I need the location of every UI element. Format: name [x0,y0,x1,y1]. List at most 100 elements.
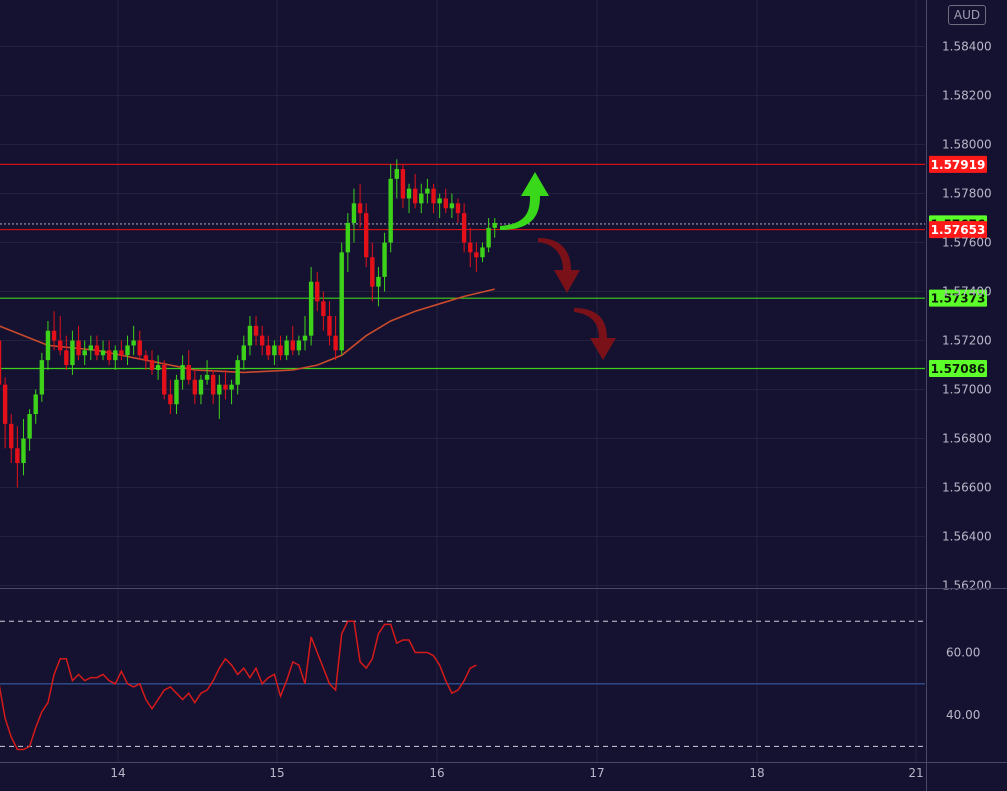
price-tag-label[interactable]: 1.57373 [931,292,986,306]
candle-bullish[interactable] [284,335,289,361]
candle-bullish[interactable] [339,242,344,356]
candle-bearish[interactable] [474,242,479,272]
candle-bearish[interactable] [162,360,167,400]
candle-bearish[interactable] [58,316,63,356]
candle-bullish[interactable] [308,267,314,346]
candle-bullish[interactable] [302,316,308,351]
candle-bearish[interactable] [431,183,436,214]
candle-bullish[interactable] [419,183,424,214]
candle-bearish[interactable] [0,336,2,390]
candle-bearish[interactable] [149,350,155,375]
candle-bearish[interactable] [357,183,363,228]
candle-bullish[interactable] [235,355,240,395]
candle-bullish[interactable] [70,330,75,375]
candle-bullish[interactable] [174,374,179,415]
candle-bearish[interactable] [455,198,461,223]
candle-bearish[interactable] [51,311,57,351]
candle-bullish[interactable] [39,352,45,402]
candle-bearish[interactable] [370,242,375,302]
candle-bearish[interactable] [400,164,406,209]
candle-bullish[interactable] [27,409,32,451]
candle-bearish[interactable] [321,291,326,331]
candle-bearish[interactable] [327,301,332,346]
candle-bullish[interactable] [180,355,185,390]
price-tag[interactable] [929,221,987,239]
candle-bearish[interactable] [186,350,191,385]
candle-bullish[interactable] [241,335,246,370]
candle-bearish[interactable] [290,325,295,356]
candle-bearish[interactable] [211,369,216,405]
candle-bullish[interactable] [272,340,277,366]
candle-bearish[interactable] [223,369,228,400]
candle-bearish[interactable] [64,335,69,370]
candles[interactable] [0,159,497,488]
candle-bullish[interactable] [296,335,302,356]
candle-bearish[interactable] [94,335,100,361]
arrow-down-icon [538,238,580,293]
candle-bullish[interactable] [229,379,234,405]
candle-bullish[interactable] [82,340,87,366]
candle-bullish[interactable] [21,418,26,476]
candle-bearish[interactable] [315,271,320,312]
candle-bearish[interactable] [468,227,473,268]
candle-bearish[interactable] [364,203,369,268]
price-tag[interactable] [929,359,987,377]
candle-bullish[interactable] [198,374,204,405]
candle-bearish[interactable] [192,369,198,405]
candle-bullish[interactable] [345,213,351,272]
price-tag-label[interactable]: 1.57653 [931,223,986,237]
candle-bearish[interactable] [137,330,142,361]
candle-bullish[interactable] [33,389,38,424]
candle-bullish[interactable] [449,193,455,219]
price-tag[interactable] [929,289,987,307]
candle-bearish[interactable] [333,316,338,361]
candle-bullish[interactable] [217,374,222,419]
candle-bullish[interactable] [155,355,161,380]
candle-body [492,222,497,228]
candle-bearish[interactable] [266,335,271,361]
candle-bearish[interactable] [76,325,81,361]
candle-bullish[interactable] [376,267,381,307]
candle-bullish[interactable] [425,178,430,204]
candle-body [247,325,253,346]
candle-bearish[interactable] [461,203,467,253]
price-tick-label: 1.58000 [942,138,992,152]
candle-bullish[interactable] [247,316,253,356]
candle-bearish[interactable] [9,414,14,464]
candle-bullish[interactable] [131,325,136,356]
candle-bullish[interactable] [480,242,485,263]
candle-bullish[interactable] [113,345,118,370]
candle-bullish[interactable] [351,188,357,243]
candle-bearish[interactable] [412,173,418,209]
candle-bearish[interactable] [15,426,20,488]
candle-bearish[interactable] [168,379,173,415]
price-tag-label[interactable]: 1.57919 [931,158,986,172]
candle-bearish[interactable] [2,377,8,449]
candle-bullish[interactable] [437,193,442,219]
candle-bullish[interactable] [125,335,130,366]
candle-bullish[interactable] [45,320,51,370]
candle-bearish[interactable] [259,325,265,356]
candle-bullish[interactable] [388,164,393,253]
candle-bearish[interactable] [143,350,149,370]
candle-bearish[interactable] [253,316,259,346]
price-tag-label[interactable]: 1.57086 [931,362,986,376]
candle-bullish[interactable] [492,218,497,238]
candle-bearish[interactable] [278,335,283,361]
date-tick-label: 17 [589,766,604,780]
candle-bearish[interactable] [443,188,448,214]
candle-bullish[interactable] [382,232,387,292]
candle-bullish[interactable] [406,183,412,214]
candle-bullish[interactable] [394,159,399,199]
candle-bullish[interactable] [486,218,491,253]
candle-bearish[interactable] [106,340,112,366]
candle-bullish[interactable] [88,335,93,361]
candle-bullish[interactable] [100,340,106,361]
candle-body [321,301,326,317]
candle-bullish[interactable] [204,360,210,385]
price-tag[interactable] [929,155,987,173]
candle-body [51,330,57,341]
candle-body [94,345,100,356]
candle-bearish[interactable] [119,340,124,361]
